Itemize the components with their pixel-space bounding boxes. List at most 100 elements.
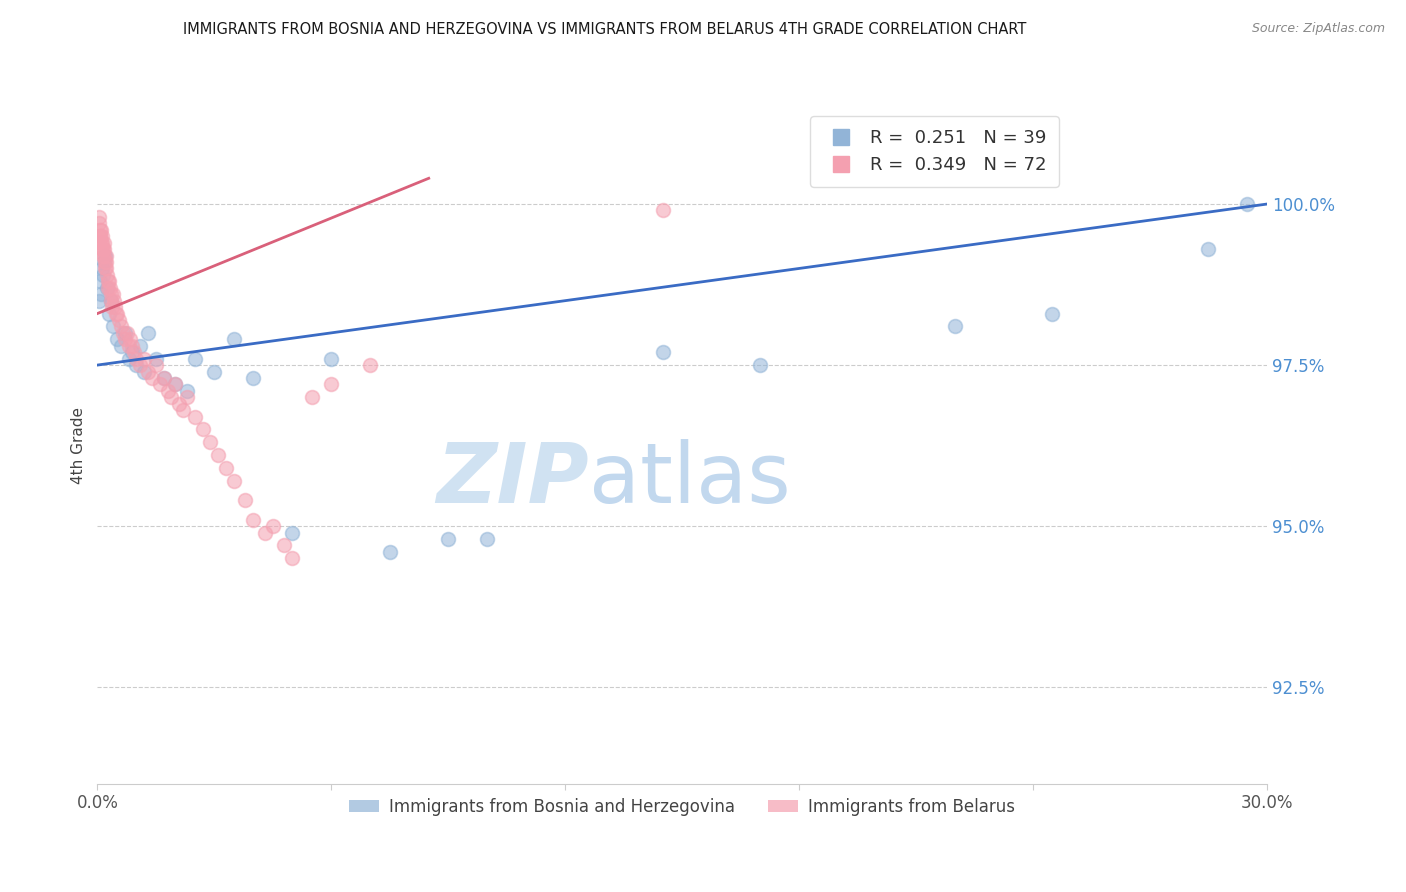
Point [110,339,132,353]
Point [90,242,112,256]
Point [91,268,114,282]
Point [165,377,187,392]
Point [100,287,122,301]
Point [242,513,264,527]
Point [114,326,136,340]
Point [359,358,381,372]
Point [176,384,198,398]
Point [97,274,120,288]
Point [321,351,343,366]
Point [200,435,222,450]
Point [101,287,124,301]
Point [105,332,128,346]
Point [100,293,122,308]
Point [104,300,127,314]
Point [943,319,966,334]
Point [103,293,125,308]
Point [129,358,152,372]
Point [149,377,172,392]
Point [378,545,401,559]
Point [90,287,112,301]
Point [321,377,343,392]
Point [120,332,142,346]
Point [281,551,304,566]
Point [222,474,245,488]
Point [90,235,112,250]
Point [91,242,114,256]
Point [145,351,167,366]
Point [100,293,122,308]
Point [651,345,673,359]
Point [91,261,114,276]
Point [125,358,148,372]
Point [96,281,118,295]
Point [89,229,111,244]
Point [101,300,124,314]
Y-axis label: 4th Grade: 4th Grade [72,407,86,484]
Point [167,397,190,411]
Point [437,532,460,546]
Point [89,216,111,230]
Point [152,371,174,385]
Point [91,229,114,244]
Point [101,319,124,334]
Point [98,281,121,295]
Point [202,364,225,378]
Point [136,326,159,340]
Point [105,307,128,321]
Point [121,345,143,359]
Point [253,525,276,540]
Point [117,351,139,366]
Point [125,351,148,366]
Point [94,255,117,269]
Point [98,307,121,321]
Point [93,235,115,250]
Point [94,249,117,263]
Point [96,268,118,282]
Point [477,532,499,546]
Point [111,326,134,340]
Point [98,274,121,288]
Point [184,409,207,424]
Point [89,223,111,237]
Point [136,364,159,378]
Point [273,538,295,552]
Point [90,223,112,237]
Point [141,371,163,385]
Point [191,422,214,436]
Point [124,345,146,359]
Point [89,293,111,308]
Point [89,274,111,288]
Point [117,339,139,353]
Point [110,319,132,334]
Point [301,390,323,404]
Point [1236,197,1258,211]
Point [105,307,128,321]
Point [172,403,194,417]
Point [93,249,115,263]
Point [242,371,264,385]
Point [94,261,117,276]
Point [89,229,111,244]
Point [1197,242,1219,256]
Point [235,493,257,508]
Point [184,351,207,366]
Point [262,519,284,533]
Point [91,235,114,250]
Point [121,339,143,353]
Legend: Immigrants from Bosnia and Herzegovina, Immigrants from Belarus: Immigrants from Bosnia and Herzegovina, … [342,791,1022,822]
Point [94,249,117,263]
Point [145,358,167,372]
Point [651,203,673,218]
Point [93,255,115,269]
Text: atlas: atlas [589,439,790,520]
Point [107,313,129,327]
Point [160,390,183,404]
Point [176,390,198,404]
Point [129,339,152,353]
Point [207,448,229,462]
Point [281,525,304,540]
Text: ZIP: ZIP [436,439,589,520]
Point [1042,307,1064,321]
Point [97,281,120,295]
